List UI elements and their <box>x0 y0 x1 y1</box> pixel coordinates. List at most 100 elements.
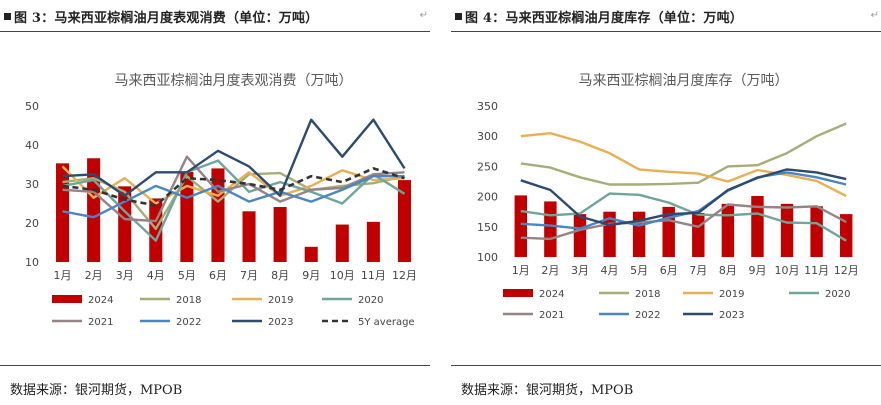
bar-2024 <box>514 195 528 257</box>
series-line-2018 <box>520 122 847 186</box>
x-tick-label: 4月 <box>601 264 619 277</box>
x-tick-label: 7月 <box>240 269 258 282</box>
legend-item: 2021 <box>503 310 564 321</box>
series-line-2019 <box>61 165 405 205</box>
x-tick-label: 6月 <box>660 264 678 277</box>
legend-label: 2018 <box>176 295 201 306</box>
inventory-chart: 马来西亚棕榈油月度库存（万吨） 100 150 200 250 300 350 1月 2月 3月 4… <box>477 73 859 321</box>
legend-swatch <box>503 289 533 297</box>
bar-2024 <box>544 201 557 257</box>
bar-2024 <box>242 211 256 262</box>
bar-2024 <box>56 163 70 262</box>
bullet-square-icon <box>455 13 462 20</box>
x-tick-label: 9月 <box>748 264 766 277</box>
legend-item: 2018 <box>599 289 660 300</box>
legend-label: 2023 <box>719 310 744 321</box>
bar-2024 <box>721 203 735 257</box>
legend-item: 2019 <box>683 289 744 300</box>
y-tick-label: 250 <box>477 160 498 173</box>
series-line-2021 <box>520 203 847 241</box>
legend-label: 2024 <box>539 289 564 300</box>
bottom-rule <box>451 365 881 366</box>
series-line-2023 <box>520 168 847 227</box>
x-tick-label: 10月 <box>775 264 800 277</box>
bar-2024 <box>304 246 318 262</box>
x-tick-label: 1月 <box>512 264 530 277</box>
bar-2024 <box>632 211 646 257</box>
figure-4-caption-text: 图 4：马来西亚棕榈油月度库存（单位：万吨） <box>465 11 743 26</box>
legend-label: 2018 <box>635 289 660 300</box>
bar-2024 <box>180 171 194 262</box>
legend-item: 2024 <box>52 295 113 306</box>
legend-item: 2022 <box>140 317 201 328</box>
legend-label: 2023 <box>268 317 293 328</box>
figure-4-caption: 图 4：马来西亚棕榈油月度库存（单位：万吨） <box>455 7 743 26</box>
bar-2024 <box>397 180 411 262</box>
x-tick-label: 10月 <box>330 269 355 282</box>
legend-label: 2019 <box>268 295 293 306</box>
y-tick-label: 300 <box>477 130 498 143</box>
legend-item: 2019 <box>232 295 293 306</box>
x-tick-label: 11月 <box>804 264 829 277</box>
x-tick-label: 2月 <box>85 269 103 282</box>
x-tick-label: 9月 <box>302 269 320 282</box>
series-line-2020 <box>62 159 406 242</box>
figure-4-panel: 图 4：马来西亚棕榈油月度库存（单位：万吨） ↵ 马来西亚棕榈油月度库存（万吨）… <box>451 0 881 405</box>
x-tick-label: 7月 <box>689 264 707 277</box>
legend-item: 2023 <box>232 317 293 328</box>
legend-label: 5Y average <box>358 317 415 328</box>
y-tick-label: 50 <box>25 100 39 113</box>
bar-2024 <box>273 207 287 262</box>
x-tick-label: 4月 <box>147 269 165 282</box>
legend-label: 2021 <box>539 310 564 321</box>
bottom-rule <box>0 365 430 366</box>
y-tick-label: 150 <box>477 221 498 234</box>
legend-label: 2019 <box>719 289 744 300</box>
bar-2024 <box>366 221 380 262</box>
top-rule <box>451 31 881 32</box>
legend-item: 2021 <box>52 317 113 328</box>
series-line-2021 <box>62 155 405 223</box>
legend-label: 2024 <box>88 295 113 306</box>
series-line-2022 <box>520 171 847 230</box>
bar-2024 <box>810 206 823 257</box>
x-tick-label: 8月 <box>271 269 289 282</box>
x-tick-label: 8月 <box>719 264 737 277</box>
x-tick-label: 12月 <box>834 264 859 277</box>
y-tick-label: 100 <box>477 251 498 264</box>
x-tick-label: 5月 <box>178 269 196 282</box>
top-rule <box>0 31 430 32</box>
legend-label: 2020 <box>825 289 850 300</box>
consumption-chart: 马来西亚棕榈油月度表观消费（万吨） 10 20 30 40 50 1月 2月 3月 4月 5月 6月 7… <box>25 73 417 328</box>
x-tick-label: 5月 <box>630 264 648 277</box>
bullet-square-icon <box>4 13 11 20</box>
figure-3-caption-text: 图 3：马来西亚棕榈油月度表观消费（单位：万吨） <box>14 11 319 26</box>
legend-item: 2020 <box>322 295 383 306</box>
x-tick-label: 1月 <box>54 269 72 282</box>
paragraph-mark-icon: ↵ <box>419 10 428 21</box>
series-line-2022 <box>62 174 405 219</box>
series-line-5y-average <box>62 167 405 207</box>
series-line-2023 <box>62 118 406 197</box>
legend-label: 2021 <box>88 317 113 328</box>
legend-item: 2022 <box>599 310 660 321</box>
y-tick-label: 20 <box>25 217 39 230</box>
bar-2024 <box>118 186 132 262</box>
chart-title: 马来西亚棕榈油月度库存（万吨） <box>579 73 789 89</box>
y-tick-label: 40 <box>25 139 39 152</box>
x-tick-label: 2月 <box>541 264 559 277</box>
y-tick-label: 350 <box>477 100 498 113</box>
series-line-2020 <box>520 192 847 242</box>
legend-label: 2022 <box>635 310 660 321</box>
legend-item: 2020 <box>789 289 850 300</box>
bar-2024 <box>692 212 705 257</box>
bar-2024 <box>335 224 349 262</box>
x-tick-label: 3月 <box>571 264 589 277</box>
legend-label: 2020 <box>358 295 383 306</box>
figure-3-caption: 图 3：马来西亚棕榈油月度表观消费（单位：万吨） <box>4 7 318 26</box>
chart-title: 马来西亚棕榈油月度表观消费（万吨） <box>115 73 353 89</box>
legend-item: 2023 <box>683 310 744 321</box>
legend-item: 2024 <box>503 289 564 300</box>
legend-swatch <box>52 295 82 303</box>
x-tick-label: 6月 <box>209 269 227 282</box>
